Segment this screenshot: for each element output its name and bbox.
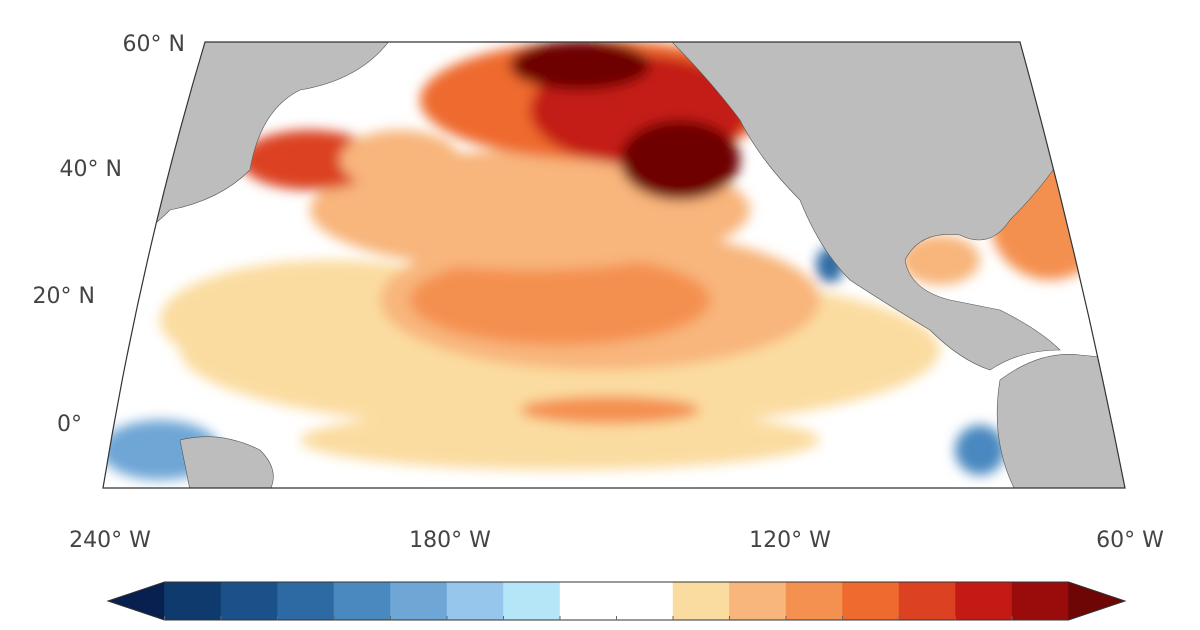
warm-area bbox=[510, 42, 650, 90]
colorbar-segment bbox=[333, 581, 391, 621]
map-frame bbox=[102, 41, 1126, 489]
latitude-label: 60° N bbox=[123, 32, 185, 57]
colorbar bbox=[106, 581, 1127, 621]
colorbar-segment bbox=[277, 581, 335, 621]
warm-area bbox=[620, 120, 740, 200]
map-area bbox=[103, 42, 1125, 488]
colorbar-segment bbox=[898, 581, 956, 621]
latitude-label: 0° bbox=[57, 412, 82, 437]
longitude-label: 120° W bbox=[749, 528, 831, 553]
colorbar-segment bbox=[559, 581, 617, 621]
philippines bbox=[103, 299, 126, 361]
colorbar-segment bbox=[107, 581, 165, 621]
colorbar-segment bbox=[164, 581, 222, 621]
colorbar-segment bbox=[503, 581, 561, 621]
longitude-label: 180° W bbox=[409, 528, 491, 553]
north-america bbox=[669, 42, 1125, 371]
colorbar-segment bbox=[390, 581, 448, 621]
cool-area bbox=[955, 425, 1005, 475]
colorbar-segment bbox=[955, 581, 1013, 621]
latitude-label: 40° N bbox=[60, 157, 122, 182]
warm-area bbox=[520, 396, 700, 424]
colorbar-segment bbox=[842, 581, 900, 621]
colorbar-segment bbox=[616, 581, 674, 621]
colorbar-segment bbox=[785, 581, 843, 621]
warm-area bbox=[300, 410, 820, 470]
warm-area bbox=[340, 130, 460, 190]
colorbar-segment bbox=[220, 581, 278, 621]
latitude-labels: 60° N 40° N 20° N 0° bbox=[33, 32, 185, 437]
colorbar-segment bbox=[1011, 581, 1069, 621]
colorbar-segment bbox=[729, 581, 787, 621]
colorbar-segment bbox=[1068, 581, 1126, 621]
colorbar-segment bbox=[446, 581, 504, 621]
longitude-label: 240° W bbox=[69, 528, 151, 553]
colorbar-segment bbox=[672, 581, 730, 621]
south-america bbox=[996, 354, 1125, 488]
anomaly-field bbox=[103, 42, 1110, 480]
warm-area bbox=[900, 235, 980, 285]
longitude-labels: 240° W 180° W 120° W 60° W bbox=[69, 528, 1164, 553]
latitude-label: 20° N bbox=[33, 284, 95, 309]
new-guinea bbox=[179, 436, 274, 488]
warm-area bbox=[410, 255, 710, 345]
longitude-label: 60° W bbox=[1096, 528, 1164, 553]
warm-area bbox=[240, 130, 380, 190]
